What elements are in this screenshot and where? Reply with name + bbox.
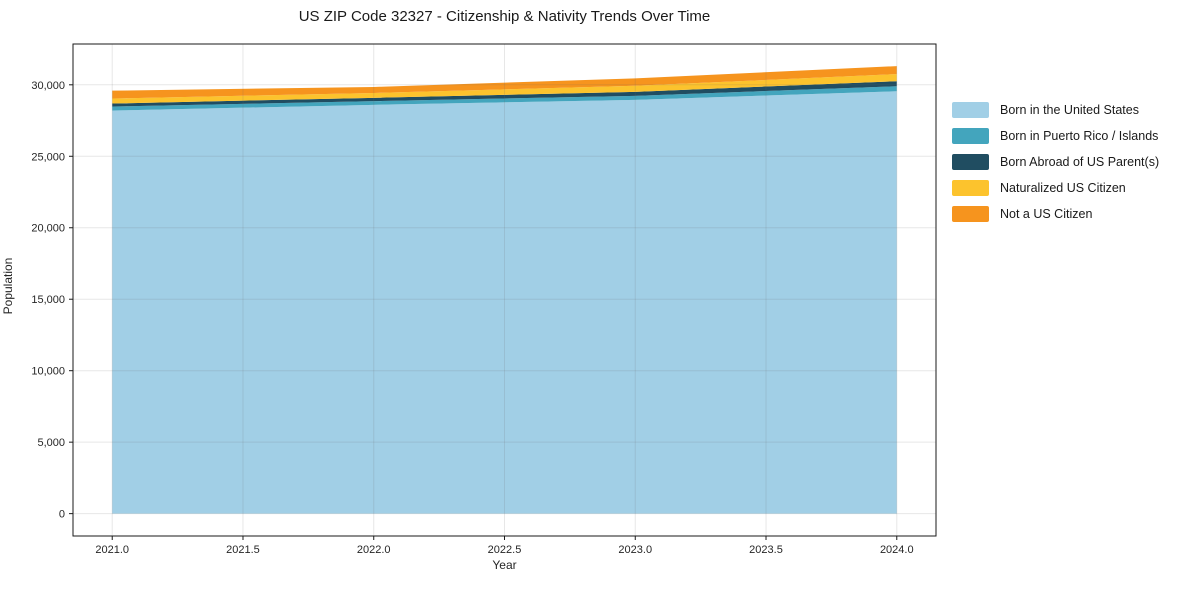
area-series-2 [112, 81, 897, 107]
legend-swatch [952, 101, 989, 118]
x-axis-label: Year [492, 558, 517, 572]
legend-label: Born Abroad of US Parent(s) [1000, 154, 1160, 169]
legend: Born in the United States Born in Puerto … [952, 101, 1159, 231]
x-tick-label: 2024.0 [880, 544, 914, 556]
area-series-0 [112, 91, 897, 514]
x-tick-label: 2021.0 [95, 544, 129, 556]
legend-swatch [952, 205, 989, 222]
area-series-1 [112, 86, 897, 111]
x-tick-label: 2021.5 [226, 544, 260, 556]
legend-label: Not a US Citizen [1000, 206, 1093, 221]
y-tick-label: 30,000 [31, 80, 65, 92]
x-tick-label: 2022.0 [357, 544, 391, 556]
legend-label: Born in the United States [1000, 102, 1139, 117]
x-tick-label: 2022.5 [488, 544, 522, 556]
area-series-4 [112, 66, 897, 99]
x-tick-label: 2023.0 [618, 544, 652, 556]
area-series-3 [112, 74, 897, 104]
legend-item-1: Born in Puerto Rico / Islands [952, 127, 1159, 144]
y-tick-label: 25,000 [31, 151, 65, 163]
y-tick-label: 0 [59, 509, 65, 521]
legend-item-4: Not a US Citizen [952, 205, 1159, 222]
x-tick-label: 2023.5 [749, 544, 783, 556]
y-tick-label: 15,000 [31, 294, 65, 306]
legend-swatch [952, 127, 989, 144]
legend-swatch [952, 153, 989, 170]
legend-item-2: Born Abroad of US Parent(s) [952, 153, 1159, 170]
y-tick-label: 20,000 [31, 223, 65, 235]
y-tick-label: 5,000 [37, 437, 65, 449]
legend-item-0: Born in the United States [952, 101, 1159, 118]
chart-title: US ZIP Code 32327 - Citizenship & Nativi… [298, 8, 711, 25]
legend-label: Naturalized US Citizen [1000, 180, 1126, 195]
legend-label: Born in Puerto Rico / Islands [1000, 128, 1159, 143]
legend-swatch [952, 179, 989, 196]
legend-item-3: Naturalized US Citizen [952, 179, 1159, 196]
y-tick-label: 10,000 [31, 366, 65, 378]
